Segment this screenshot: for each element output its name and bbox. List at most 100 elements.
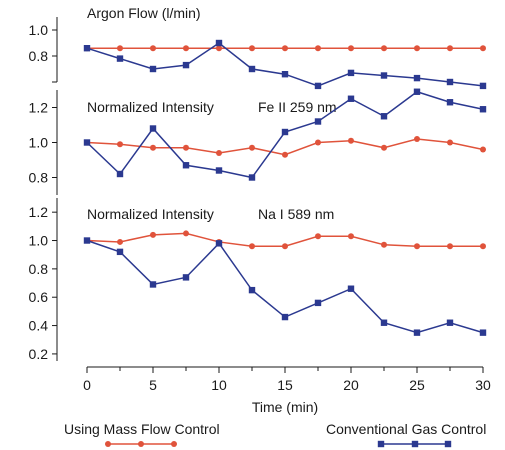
data-point-conventional <box>248 65 256 73</box>
y-tick-label: 0.8 <box>29 170 49 186</box>
data-point-conventional <box>248 286 256 294</box>
data-point-conventional <box>116 248 124 256</box>
data-point-conventional <box>182 162 190 169</box>
y-tick-label: 1.2 <box>29 204 49 220</box>
data-point-mass-flow <box>183 144 189 151</box>
data-point-conventional <box>248 174 256 181</box>
legend-marker-mass-flow <box>171 441 177 447</box>
data-point-mass-flow <box>282 45 288 52</box>
data-point-conventional <box>446 319 454 326</box>
data-point-conventional <box>281 313 289 321</box>
data-point-conventional <box>149 125 157 132</box>
data-point-conventional <box>182 274 190 281</box>
data-point-conventional <box>413 74 421 82</box>
data-point-conventional <box>314 118 322 125</box>
data-point-mass-flow <box>381 45 387 52</box>
panel-subtitle: Fe II 259 nm <box>258 99 337 115</box>
data-point-conventional <box>116 170 124 178</box>
data-point-mass-flow <box>150 45 156 52</box>
data-point-conventional <box>479 82 487 90</box>
data-point-conventional <box>446 99 454 106</box>
data-point-mass-flow <box>117 45 123 52</box>
data-point-mass-flow <box>282 243 288 250</box>
x-tick-label: 30 <box>475 377 491 393</box>
data-point-mass-flow <box>117 238 123 245</box>
data-point-mass-flow <box>447 45 453 52</box>
panel-title: Normalized Intensity <box>87 99 214 115</box>
data-point-mass-flow <box>447 243 453 250</box>
x-tick-label: 25 <box>409 377 425 393</box>
data-point-conventional <box>215 167 223 174</box>
data-point-mass-flow <box>249 45 255 52</box>
data-point-conventional <box>479 329 487 336</box>
data-point-mass-flow <box>480 45 486 52</box>
data-point-conventional <box>215 39 223 47</box>
data-point-conventional <box>281 128 289 136</box>
y-tick-label: 1.2 <box>29 100 49 116</box>
x-tick-label: 0 <box>83 377 91 393</box>
panel-argon-flow: Argon Flow (l/min) 0.8 1.0 <box>29 5 487 90</box>
legend: Using Mass Flow Control Conventional Gas… <box>64 421 486 448</box>
data-point-mass-flow <box>414 136 420 142</box>
y-tick-label: 0.6 <box>29 289 49 305</box>
legend-marker-conventional <box>411 440 419 448</box>
y-tick-label: 0.8 <box>29 261 49 277</box>
data-point-mass-flow <box>183 45 189 52</box>
data-point-conventional <box>413 88 421 95</box>
data-point-conventional <box>380 319 388 326</box>
x-tick-label: 10 <box>211 377 227 393</box>
data-point-conventional <box>215 240 223 247</box>
x-axis-title: Time (min) <box>252 399 318 415</box>
data-point-mass-flow <box>480 146 486 153</box>
data-point-conventional <box>314 299 322 307</box>
y-tick-label: 0.8 <box>29 48 49 64</box>
data-point-mass-flow <box>381 144 387 151</box>
x-tick-label: 5 <box>149 377 157 393</box>
data-point-mass-flow <box>447 139 453 146</box>
data-point-conventional <box>446 78 454 86</box>
data-point-conventional <box>83 237 91 244</box>
data-point-mass-flow <box>315 45 321 52</box>
data-point-conventional <box>479 106 487 113</box>
data-point-mass-flow <box>348 137 354 144</box>
data-point-conventional <box>380 72 388 79</box>
data-point-mass-flow <box>216 150 222 156</box>
data-point-conventional <box>182 61 190 69</box>
data-point-mass-flow <box>150 144 156 151</box>
data-point-mass-flow <box>348 233 354 240</box>
data-point-conventional <box>149 65 157 73</box>
data-point-mass-flow <box>315 139 321 146</box>
x-axis: Time (min) 0 5 10 15 20 25 30 <box>83 366 491 415</box>
data-point-mass-flow <box>216 45 222 52</box>
data-point-mass-flow <box>249 144 255 151</box>
y-tick-label: 1.0 <box>29 233 49 249</box>
legend-marker-conventional <box>377 440 385 448</box>
data-point-mass-flow <box>183 230 189 237</box>
x-tick-label: 15 <box>277 377 293 393</box>
data-point-conventional <box>413 329 421 336</box>
legend-marker-conventional <box>444 440 452 448</box>
legend-label-mass-flow: Using Mass Flow Control <box>64 421 220 437</box>
panel-subtitle: Na I 589 nm <box>258 206 334 222</box>
legend-marker-mass-flow <box>138 441 144 447</box>
data-point-conventional <box>281 71 289 78</box>
data-point-mass-flow <box>348 45 354 52</box>
panel-title: Normalized Intensity <box>87 206 214 222</box>
data-point-mass-flow <box>381 241 387 248</box>
data-point-conventional <box>347 95 355 102</box>
data-point-conventional <box>314 82 322 90</box>
data-point-conventional <box>380 113 388 120</box>
data-point-mass-flow <box>150 231 156 238</box>
legend-marker-mass-flow <box>105 441 111 447</box>
y-tick-label: 0.2 <box>29 346 49 362</box>
data-point-conventional <box>149 281 157 288</box>
panel-fe-intensity: Normalized Intensity Fe II 259 nm 0.8 1.0… <box>29 88 487 195</box>
legend-label-conventional: Conventional Gas Control <box>326 421 486 437</box>
data-point-mass-flow <box>249 243 255 250</box>
data-point-mass-flow <box>117 141 123 148</box>
data-point-conventional <box>347 69 355 77</box>
y-tick-label: 0.4 <box>29 318 49 334</box>
data-point-mass-flow <box>282 151 288 158</box>
data-point-conventional <box>83 45 91 52</box>
